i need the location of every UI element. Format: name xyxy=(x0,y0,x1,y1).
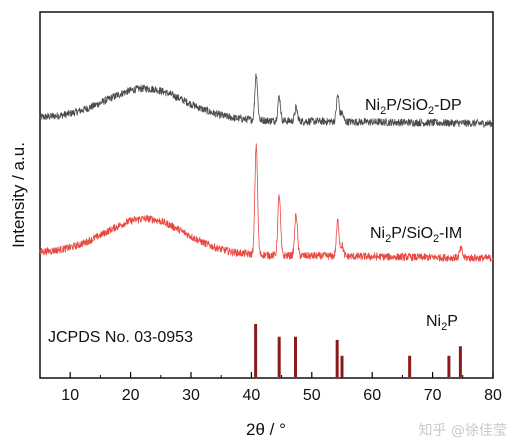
y-axis-title: Intensity / a.u. xyxy=(9,142,28,248)
plot-frame xyxy=(39,11,494,379)
reference-card-label: JCPDS No. 03-0953 xyxy=(48,329,193,346)
series-line xyxy=(39,73,494,128)
series-group xyxy=(39,73,494,263)
series-line xyxy=(39,143,494,263)
x-tick-label: 80 xyxy=(484,387,502,404)
x-axis-title: 2θ / ° xyxy=(246,420,286,439)
x-axis-ticks xyxy=(39,372,494,378)
reference-lines xyxy=(254,324,462,377)
x-tick-label: 70 xyxy=(424,387,442,404)
reference-label: Ni2P xyxy=(426,313,458,333)
x-tick-label: 10 xyxy=(61,387,79,404)
series-label-dp: Ni2P/SiO2-DP xyxy=(365,97,462,117)
series-label-im: Ni2P/SiO2-IM xyxy=(370,225,462,245)
x-axis-tick-labels: 10 20 30 40 50 60 70 80 xyxy=(61,387,502,404)
x-tick-label: 60 xyxy=(363,387,381,404)
x-tick-label: 30 xyxy=(182,387,200,404)
x-tick-label: 50 xyxy=(303,387,321,404)
watermark: 知乎 @徐佳莹 xyxy=(418,423,507,439)
x-tick-label: 40 xyxy=(243,387,261,404)
x-tick-label: 20 xyxy=(122,387,140,404)
